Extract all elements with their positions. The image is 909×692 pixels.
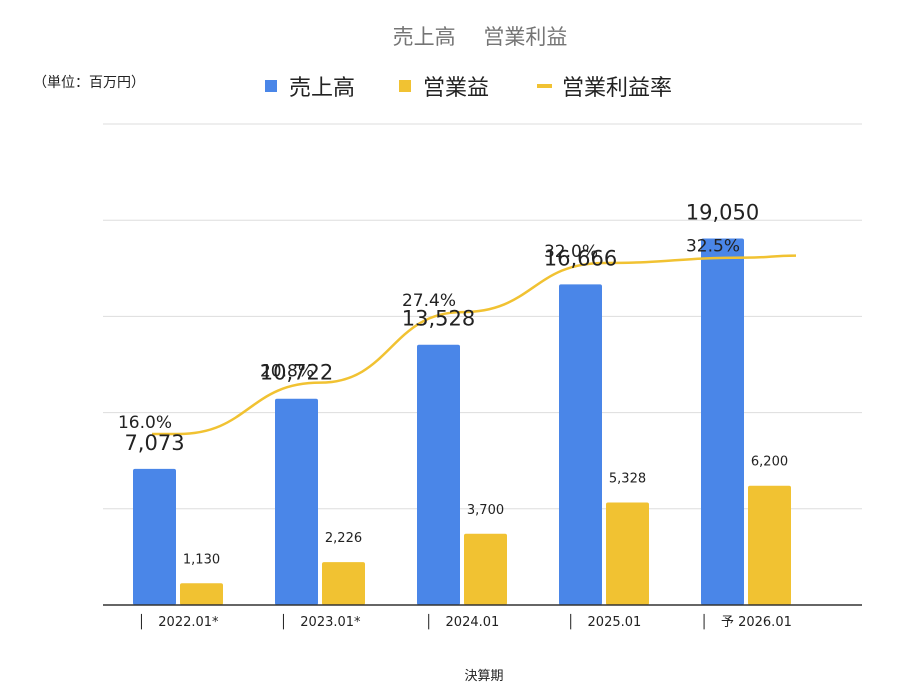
- data-label-operating-margin: 27.4%: [402, 291, 456, 311]
- chart-title: 売上高 営業利益: [393, 25, 568, 49]
- x-tick-label: │ 2025.01: [567, 613, 642, 630]
- legend: 売上高 営業益 営業利益率: [265, 76, 672, 101]
- bar-sales: [133, 468, 176, 605]
- legend-swatch-operating-profit: [399, 80, 411, 92]
- legend-swatch-sales: [265, 80, 277, 92]
- data-label-operating-profit: 6,200: [751, 455, 788, 470]
- legend-label-operating-profit: 営業益: [423, 76, 489, 101]
- x-tick-label: │ 2023.01*: [279, 613, 361, 630]
- data-label-operating-margin: 20.8%: [260, 362, 314, 382]
- legend-swatch-operating-margin: [537, 84, 552, 88]
- data-label-operating-profit: 5,328: [609, 471, 646, 486]
- data-label-sales: 10,722: [260, 361, 333, 385]
- data-label-sales: 7,073: [124, 431, 184, 455]
- bar-operating-profit: [748, 485, 791, 605]
- data-labels: 7,073 1,130 10,722 2,226 13,528 3,700 16,666 5,…: [118, 200, 788, 567]
- legend-label-sales: 売上高: [289, 76, 355, 101]
- bar-sales: [559, 284, 602, 605]
- data-label-operating-margin: 32.0%: [544, 242, 598, 262]
- x-axis-title: 決算期: [464, 669, 503, 684]
- gridlines: [103, 123, 862, 510]
- x-axis-ticks: │ 2022.01* │ 2023.01* │ 2024.01 │ 2025.01 │ …: [137, 613, 791, 630]
- margin-line: [152, 254, 797, 436]
- unit-note: （単位：百万円）: [33, 75, 145, 91]
- data-label-operating-profit: 3,700: [467, 503, 504, 518]
- x-tick-label: │ 2024.01: [425, 613, 500, 630]
- data-label-operating-margin: 16.0%: [118, 413, 172, 433]
- data-label-operating-profit: 1,130: [183, 552, 220, 567]
- operating-margin-line: [152, 254, 797, 436]
- legend-label-operating-margin: 営業利益率: [562, 76, 672, 101]
- bar-operating-profit: [322, 562, 365, 605]
- data-label-sales: 16,666: [544, 246, 617, 270]
- bar-sales: [417, 344, 460, 605]
- data-label-sales: 19,050: [686, 200, 759, 224]
- bar-operating-profit: [180, 583, 223, 605]
- data-label-operating-margin: 32.5%: [686, 237, 740, 257]
- data-label-operating-profit: 2,226: [325, 531, 362, 546]
- x-tick-label: │ 予 2026.01: [700, 613, 792, 630]
- bar-sales: [701, 238, 744, 605]
- data-label-sales: 13,528: [402, 307, 475, 331]
- bar-operating-profit: [606, 502, 649, 605]
- x-tick-label: │ 2022.01*: [137, 613, 219, 630]
- bars: [133, 238, 791, 605]
- bar-operating-profit: [464, 533, 507, 605]
- bar-sales: [275, 398, 318, 605]
